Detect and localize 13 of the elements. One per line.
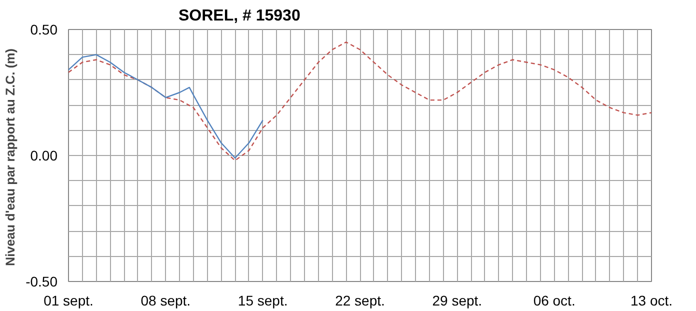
x-tick-label: 15 sept.: [238, 292, 288, 308]
line-series: [68, 42, 652, 162]
y-tick-label: 0.00: [30, 148, 58, 164]
x-tick-label: 29 sept.: [432, 292, 482, 308]
x-tick-label: 06 oct.: [533, 292, 576, 308]
y-axis-title: Niveau d'eau par rapport au Z.C. (m): [4, 48, 18, 266]
x-tick-label: 08 sept.: [140, 292, 191, 308]
x-tick-label: 22 sept.: [335, 292, 385, 308]
y-tick-label: 0.50: [30, 22, 58, 38]
x-tick-label: 13 oct.: [630, 292, 673, 308]
y-tick-label: -0.50: [26, 274, 58, 290]
x-tick-label: 01 sept.: [44, 292, 94, 308]
chart-title: SOREL, # 15930: [178, 8, 300, 24]
